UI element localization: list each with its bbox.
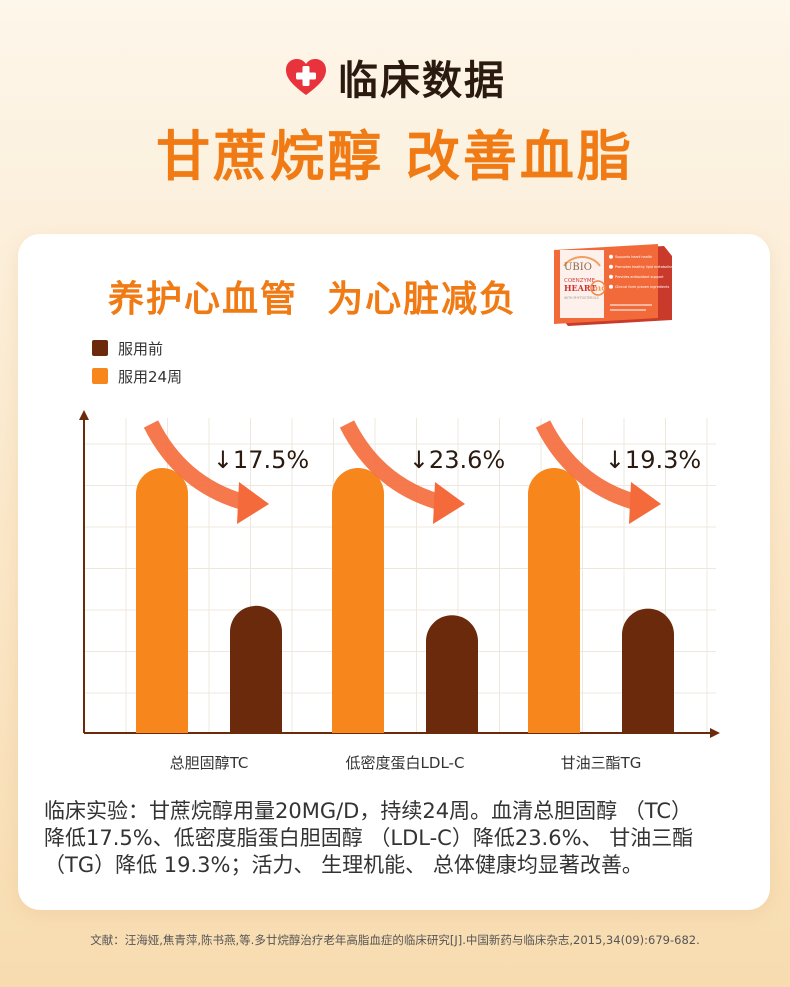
reduction-label: ↓17.5%	[213, 446, 309, 474]
product-badge: Q10	[593, 287, 606, 293]
trend-arrow-head	[237, 482, 269, 524]
legend-label-before: 服用前	[118, 339, 164, 358]
study-description: 临床实验：甘蔗烷醇用量20MG/D，持续24周。血清总胆固醇 （TC） 降低17…	[44, 798, 756, 879]
chart-legend: 服用前 服用24周	[92, 334, 182, 390]
bar-before	[528, 468, 580, 733]
category-label: 总胆固醇TC	[170, 754, 249, 772]
trend-arrow-head	[433, 482, 465, 524]
bar-before	[332, 468, 384, 733]
y-axis-arrow	[79, 410, 89, 420]
category-label: 低密度蛋白LDL-C	[346, 754, 465, 772]
heart-cross-icon	[286, 59, 326, 95]
bar-after	[230, 605, 282, 733]
legend-label-after: 服用24周	[118, 367, 183, 386]
section-header: 临床数据	[0, 48, 790, 106]
product-bullet-icon	[609, 284, 613, 289]
legend-swatch-before	[92, 340, 108, 356]
legend-item-before: 服用前	[92, 334, 182, 362]
bar-after	[426, 615, 478, 733]
reduction-label: ↓23.6%	[409, 446, 505, 474]
product-bullet: Provides antioxidant support	[615, 275, 664, 279]
section-label: 临床数据	[338, 58, 506, 104]
legend-swatch-after	[92, 368, 108, 384]
trend-arrow-head	[629, 482, 661, 524]
product-bullet: Promotes healthy lipid metabolism	[615, 265, 672, 269]
category-label: 甘油三酯TG	[561, 754, 642, 772]
description-line: 临床实验：甘蔗烷醇用量20MG/D，持续24周。血清总胆固醇 （TC）	[44, 799, 693, 823]
description-line: （TG）降低 19.3%；活力、 生理机能、 总体健康均显著改善。	[44, 853, 643, 877]
bar-before	[136, 468, 188, 733]
product-name-line1: COENZYME	[564, 278, 596, 284]
product-box-image: UBIO COENZYME HEART Q10 WITH PHYTOSTEROL…	[554, 244, 672, 326]
trend-arrow	[143, 420, 246, 510]
headline: 甘蔗烷醇 改善血脂	[156, 125, 634, 188]
legend-item-after: 服用24周	[92, 362, 182, 390]
description-line: 降低17.5%、低密度脂蛋白胆固醇 （LDL-C）降低23.6%、 甘油三酯	[44, 826, 694, 850]
product-bullet-icon	[609, 274, 613, 279]
reduction-label: ↓19.3%	[605, 446, 701, 474]
product-bullet: Supports heart health	[615, 255, 652, 259]
x-axis-arrow	[710, 728, 720, 738]
reference-footnote: 文献：汪海娅,焦青萍,陈书燕,等.多廿烷醇治疗老年高脂血症的临床研究[J].中国…	[90, 933, 700, 947]
product-brand: UBIO	[564, 262, 592, 273]
trend-arrow	[535, 420, 638, 510]
product-bullet: Clinical form proven ingredients	[615, 285, 669, 289]
card-title: 养护心血管 为心脏减负	[108, 279, 518, 320]
trend-arrow	[339, 420, 442, 510]
product-name-line2: HEART	[564, 283, 596, 293]
product-bullet-icon	[609, 264, 613, 269]
product-bullet-icon	[609, 254, 613, 259]
bar-after	[622, 608, 674, 733]
product-tag: WITH PHYTOSTEROLS	[564, 296, 599, 300]
